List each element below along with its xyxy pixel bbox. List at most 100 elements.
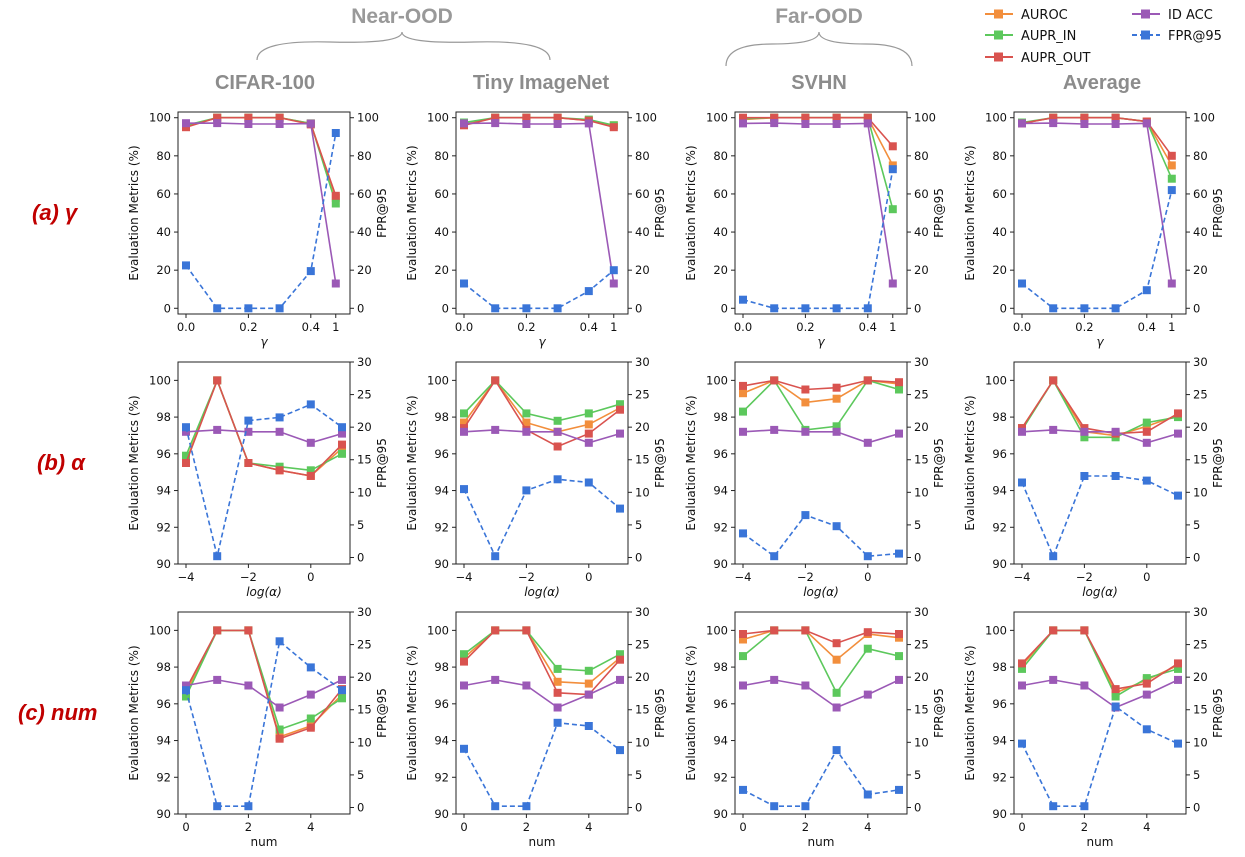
marker-aupr-out: [331, 191, 340, 200]
marker-aupr-out: [491, 626, 500, 635]
marker-fpr-95: [1049, 304, 1058, 313]
right-tick-label: 10: [357, 735, 372, 749]
x-tick-label: 0.2: [239, 320, 257, 334]
right-tick-label: 0: [914, 800, 921, 814]
series-line-id-acc: [463, 679, 621, 709]
x-axis-label: num: [251, 835, 278, 849]
series-line-aupr-out: [742, 629, 900, 645]
series-line-aupr-out: [743, 116, 894, 147]
x-tick-label: 0.4: [1138, 320, 1156, 334]
marker-aupr-in: [895, 385, 903, 394]
right-tick-label: 20: [1193, 670, 1208, 684]
x-tick-label: −2: [518, 570, 535, 584]
marker-aupr-in: [895, 652, 903, 661]
marker-fpr-95: [331, 129, 340, 137]
marker-fpr-95: [213, 552, 222, 561]
marker-fpr-95: [1142, 725, 1151, 734]
marker-fpr-95: [244, 416, 253, 425]
series-line-fpr-95: [463, 269, 615, 310]
marker-id-acc: [1018, 681, 1026, 690]
marker-aupr-out: [895, 630, 903, 638]
marker-fpr-95: [491, 552, 500, 561]
legend-entry-fpr95: FPR@95: [1132, 29, 1222, 44]
right-tick-label: 25: [914, 388, 929, 402]
x-tick-label: 0: [864, 570, 871, 584]
panel-alpha-svhn: 90 92 94 96 98 100 0 5 10 15 20 25 30 −4 −2 0 log(α) Eval…: [684, 355, 946, 599]
panel-frame: [1013, 361, 1187, 565]
marker-auroc: [584, 679, 593, 688]
series-line-aupr-out: [463, 629, 621, 696]
marker-aupr-out: [832, 639, 841, 648]
right-tick-label: 5: [635, 518, 642, 532]
marker-aupr-out: [739, 113, 747, 122]
marker-id-acc: [770, 675, 779, 684]
x-tick-label: 2: [245, 820, 252, 834]
marker-fpr-95: [338, 423, 346, 432]
left-tick-label: 20: [713, 263, 728, 277]
series-line-auroc: [185, 378, 343, 477]
marker-fpr-95: [553, 304, 562, 313]
marker-aupr-out: [213, 626, 222, 635]
series-line-aupr-out: [463, 378, 621, 448]
y-axis-label-right: FPR@95: [375, 688, 389, 738]
series-line-aupr-in: [1021, 378, 1179, 439]
marker-fpr-95: [275, 637, 284, 646]
x-tick-label: 4: [1143, 820, 1150, 834]
series-line-aupr-out: [185, 116, 337, 197]
y-axis-label-left: Evaluation Metrics (%): [127, 145, 141, 280]
x-tick-label: 0.2: [796, 320, 814, 334]
series-line-aupr-out: [463, 116, 615, 128]
left-tick-label: 98: [434, 410, 449, 424]
marker-aupr-out: [832, 383, 841, 392]
marker-aupr-out: [306, 723, 315, 732]
left-tick-label: 90: [156, 557, 171, 571]
series-line-aupr-in: [463, 629, 621, 672]
left-tick-label: 92: [992, 520, 1007, 534]
panel-frame: [734, 111, 908, 315]
marker-aupr-out: [801, 626, 810, 635]
right-tick-label: 5: [357, 768, 364, 782]
right-tick-label: 0: [635, 550, 642, 564]
series-line-fpr-95: [463, 478, 621, 559]
row-label-gamma: (a) γ: [32, 200, 79, 225]
legend-entry-aupr-out: AUPR_OUT: [985, 51, 1091, 66]
left-tick-label: 100: [427, 111, 449, 125]
marker-aupr-out: [1142, 679, 1151, 688]
right-tick-label: 60: [357, 187, 372, 201]
right-tick-label: 0: [357, 301, 364, 315]
series-line-fpr-95: [742, 169, 894, 310]
marker-id-acc: [801, 681, 810, 690]
marker-fpr-95: [553, 718, 562, 727]
right-tick-label: 30: [635, 605, 650, 619]
marker-id-acc: [895, 675, 903, 684]
x-tick-label: 0.0: [455, 320, 473, 334]
right-tick-label: 0: [1193, 800, 1200, 814]
x-tick-label: −4: [1014, 570, 1031, 584]
left-tick-label: 96: [992, 697, 1007, 711]
right-tick-label: 10: [914, 485, 929, 499]
series-line-auroc: [742, 379, 900, 404]
right-tick-label: 20: [1193, 263, 1208, 277]
right-tick-label: 20: [914, 263, 929, 277]
marker-id-acc: [1111, 120, 1120, 128]
x-tick-label: 2: [523, 820, 530, 834]
y-axis-label-right: FPR@95: [653, 688, 667, 738]
marker-fpr-95: [1174, 491, 1182, 500]
left-tick-label: 96: [156, 697, 171, 711]
marker-aupr-out: [306, 471, 315, 480]
marker-aupr-out: [275, 734, 284, 743]
marker-fpr-95: [275, 304, 284, 313]
x-axis-label: log(α): [803, 585, 839, 599]
marker-id-acc: [275, 703, 284, 712]
y-axis-label-left: Evaluation Metrics (%): [405, 645, 419, 780]
series-line-aupr-in: [185, 378, 343, 472]
panel-frame: [734, 361, 908, 565]
right-tick-label: 80: [357, 149, 372, 163]
right-tick-label: 15: [914, 703, 929, 717]
right-tick-label: 25: [635, 388, 650, 402]
left-tick-label: 80: [156, 149, 171, 163]
marker-id-acc: [460, 119, 468, 128]
marker-aupr-in: [553, 416, 562, 425]
panel-frame: [455, 361, 629, 565]
left-tick-label: 90: [992, 557, 1007, 571]
